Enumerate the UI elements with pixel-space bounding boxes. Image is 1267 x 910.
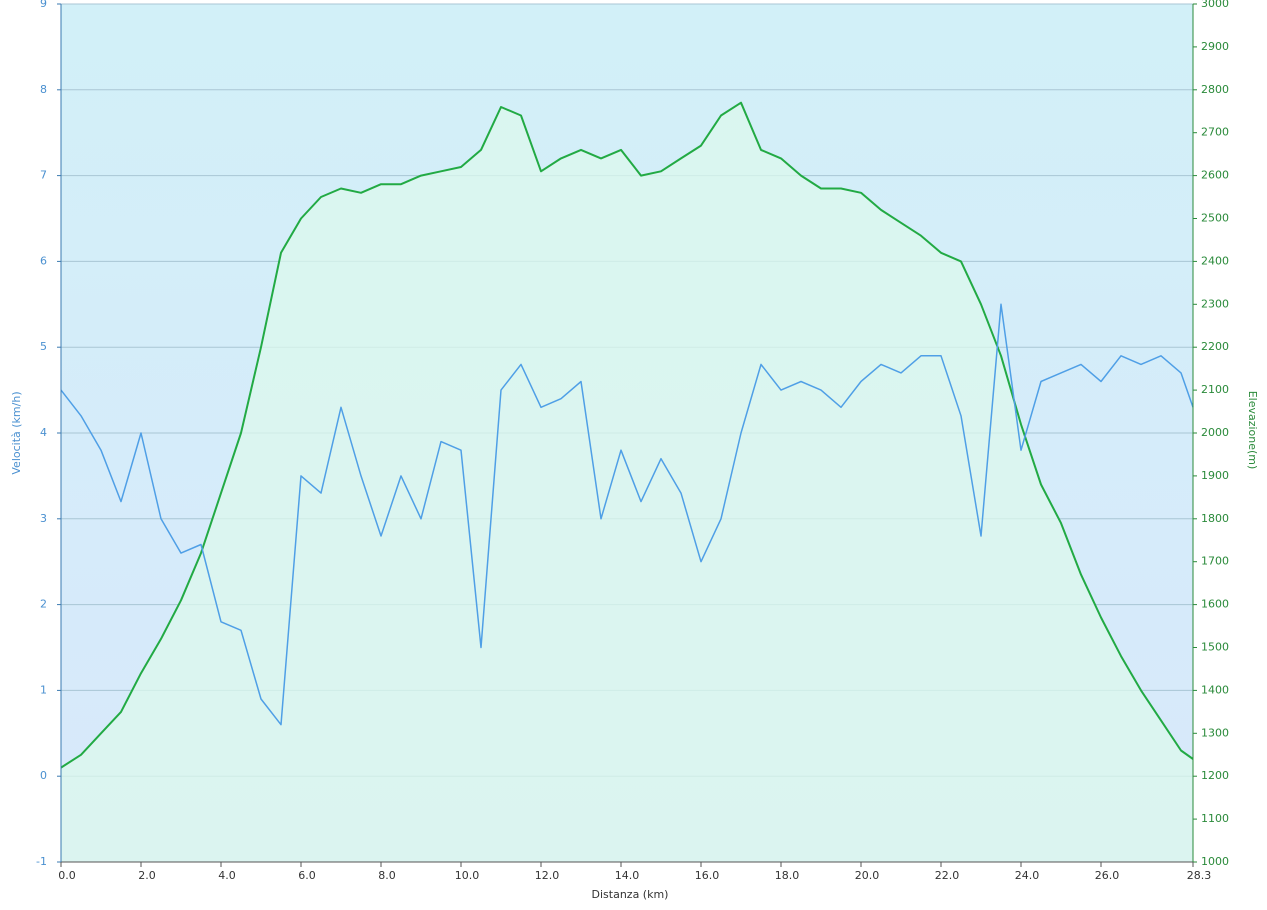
y2-tick-label: 2900 bbox=[1201, 40, 1229, 53]
y2-tick-label: 1600 bbox=[1201, 598, 1229, 611]
x-tick-label: 6.0 bbox=[298, 869, 316, 882]
y2-tick-label: 2200 bbox=[1201, 340, 1229, 353]
y2-tick-label: 1000 bbox=[1201, 855, 1229, 868]
y2-tick-label: 2400 bbox=[1201, 254, 1229, 267]
y-tick-label: 8 bbox=[40, 83, 47, 96]
y2-tick-label: 2700 bbox=[1201, 126, 1229, 139]
y-tick-label: 9 bbox=[40, 0, 47, 10]
x-tick-label: 8.0 bbox=[378, 869, 396, 882]
series-line bbox=[60, 101, 1194, 769]
x-tick-label: 18.0 bbox=[775, 869, 800, 882]
series-line bbox=[60, 303, 1194, 726]
y-tick-label: 1 bbox=[40, 683, 47, 696]
y-axis-label: Velocità (km/h) bbox=[10, 391, 23, 474]
y-tick-label: 7 bbox=[40, 169, 47, 182]
x-tick-label: 22.0 bbox=[935, 869, 960, 882]
x-tick-label: 2.0 bbox=[138, 869, 156, 882]
x-tick-label: 14.0 bbox=[615, 869, 640, 882]
x-tick-label: 28.3 bbox=[1187, 869, 1212, 882]
x-tick-label: 0.0 bbox=[58, 869, 76, 882]
x-tick-label: 16.0 bbox=[695, 869, 720, 882]
y2-axis-label: Elevazione(m) bbox=[1246, 391, 1259, 470]
y-tick-label: 0 bbox=[40, 769, 47, 782]
x-tick-label: 26.0 bbox=[1095, 869, 1120, 882]
y2-tick-label: 2300 bbox=[1201, 297, 1229, 310]
x-tick-label: 24.0 bbox=[1015, 869, 1040, 882]
y2-tick-label: 2600 bbox=[1201, 169, 1229, 182]
y2-tick-label: 2500 bbox=[1201, 212, 1229, 225]
y2-tick-label: 1700 bbox=[1201, 555, 1229, 568]
y-tick-label: -1 bbox=[36, 855, 47, 868]
y2-tick-label: 1200 bbox=[1201, 769, 1229, 782]
y2-tick-label: 1800 bbox=[1201, 512, 1229, 525]
y2-tick-label: 2100 bbox=[1201, 383, 1229, 396]
y2-tick-label: 2000 bbox=[1201, 426, 1229, 439]
y-tick-label: 6 bbox=[40, 254, 47, 267]
x-tick-label: 20.0 bbox=[855, 869, 880, 882]
y-tick-label: 3 bbox=[40, 512, 47, 525]
elevation-area bbox=[61, 102, 1193, 862]
y-tick-label: 2 bbox=[40, 598, 47, 611]
x-axis-label: Distanza (km) bbox=[592, 888, 669, 901]
y2-tick-label: 3000 bbox=[1201, 0, 1229, 10]
x-tick-label: 4.0 bbox=[218, 869, 236, 882]
y2-tick-label: 1400 bbox=[1201, 683, 1229, 696]
x-tick-label: 12.0 bbox=[535, 869, 560, 882]
y2-tick-label: 1500 bbox=[1201, 641, 1229, 654]
y-tick-label: 5 bbox=[40, 340, 47, 353]
y2-tick-label: 2800 bbox=[1201, 83, 1229, 96]
x-tick-label: 10.0 bbox=[455, 869, 480, 882]
y2-tick-label: 1300 bbox=[1201, 726, 1229, 739]
y2-tick-label: 1100 bbox=[1201, 812, 1229, 825]
y2-tick-label: 1900 bbox=[1201, 469, 1229, 482]
y-tick-label: 4 bbox=[40, 426, 47, 439]
